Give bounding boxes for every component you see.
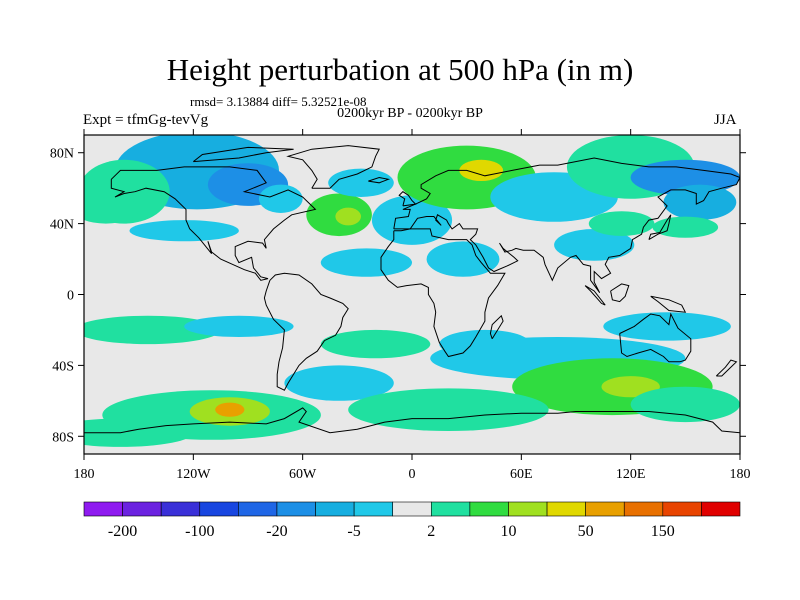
borneo-coast [610, 283, 630, 303]
y-tick-label: 40N [50, 218, 74, 233]
y-tick-label: 40S [52, 359, 74, 374]
anomaly-region [335, 207, 362, 226]
madagascar-coast [489, 314, 504, 340]
anomaly-region [603, 312, 731, 341]
north-america-coast [110, 166, 317, 281]
colorbar-swatch [469, 501, 509, 517]
colorbar-swatch [160, 501, 201, 517]
colorbar: -200 -100 -20 -5 2 10 50 150 [83, 501, 741, 540]
indonesia-coast [584, 285, 606, 306]
x-tick-label: 120W [176, 467, 211, 482]
anomaly-region [601, 376, 660, 398]
colorbar-swatch [701, 501, 741, 517]
iceland-coast [368, 176, 391, 184]
colorbar-swatch [122, 501, 162, 517]
japan-coast [648, 214, 672, 241]
anomaly-region [320, 248, 412, 277]
colorbar-label: -5 [347, 523, 360, 540]
uk-coast [398, 191, 417, 207]
anomaly-region [348, 388, 549, 432]
colorbar-label: 150 [651, 523, 675, 540]
anomaly-region [554, 229, 635, 261]
colorbar-swatch [585, 501, 625, 517]
colorbar-swatch [353, 501, 394, 517]
anomaly-region [426, 241, 500, 277]
y-tick-label: 80S [52, 430, 74, 445]
colorbar-label: 2 [427, 523, 435, 540]
anomaly-region [459, 159, 504, 181]
arctic-islands-coast [192, 146, 294, 163]
anomaly-region [371, 195, 453, 245]
y-tick-label: 0 [67, 289, 74, 304]
colorbar-swatch [546, 501, 586, 517]
anomaly-region [84, 195, 139, 224]
colorbar-swatch [508, 501, 548, 517]
anomaly-region [320, 329, 431, 359]
season-label: JJA [714, 112, 737, 128]
new-guinea-coast [650, 295, 687, 313]
colorbar-swatch [83, 501, 123, 517]
anomaly-region [215, 402, 245, 417]
colorbar-swatch [199, 501, 239, 517]
experiment-label: Expt = tfmGg-tevVg [83, 112, 209, 128]
plot-area [83, 134, 741, 455]
anomaly-region [284, 365, 394, 401]
antarctica-coast [84, 407, 740, 434]
new-zealand-coast [715, 359, 738, 377]
x-tick-label: 0 [409, 467, 416, 482]
y-tick-label: 80N [50, 147, 74, 162]
anomaly-region [588, 211, 655, 237]
australia-coast [619, 312, 692, 363]
period-label: 0200kyr BP - 0200kyr BP [337, 106, 483, 121]
anomaly-region [258, 184, 303, 213]
anomaly-region [328, 168, 394, 197]
colorbar-label: -200 [108, 523, 137, 540]
rmsd-stats: rmsd= 3.13884 diff= 5.32521e-08 [190, 94, 367, 109]
colorbar-swatch [392, 501, 432, 517]
x-tick-label: 180 [730, 467, 751, 482]
colorbar-label: 10 [501, 523, 517, 540]
colorbar-label: -20 [266, 523, 287, 540]
anomaly-region [630, 386, 740, 423]
x-tick-label: 120E [616, 467, 646, 482]
colorbar-swatch [276, 501, 316, 517]
anomaly-region [84, 315, 221, 345]
colorbar-label: -100 [185, 523, 214, 540]
colorbar-swatch [315, 501, 355, 517]
x-tick-label: 60W [289, 467, 317, 482]
x-tick-label: 60E [510, 467, 533, 482]
anomaly-region [184, 315, 294, 337]
colorbar-swatch [430, 501, 471, 517]
anomaly-region [129, 220, 239, 242]
eurasia-coast [393, 157, 740, 293]
south-america-coast [263, 272, 349, 391]
x-tick-label: 180 [74, 467, 95, 482]
colorbar-swatch [623, 501, 664, 517]
greenland-coast [286, 145, 380, 189]
europe-africa-coast [380, 228, 506, 358]
colorbar-label: 50 [578, 523, 594, 540]
chart-title: Height perturbation at 500 hPa (in m) [166, 52, 634, 87]
colorbar-swatch [662, 501, 702, 517]
colorbar-swatch [238, 501, 278, 517]
